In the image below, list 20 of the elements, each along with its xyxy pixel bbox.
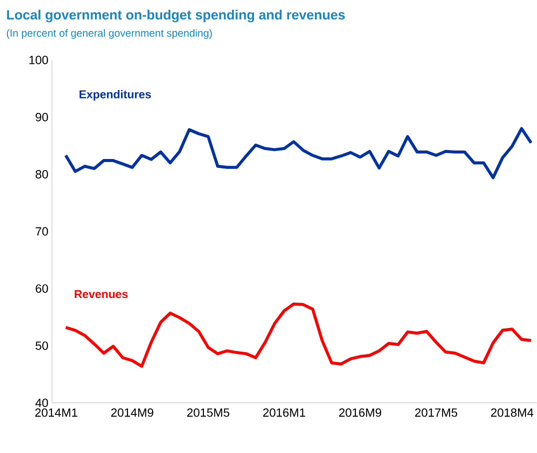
text: Expenditures — [80, 90, 151, 101]
x-tick-label: 2018M4 — [491, 408, 534, 417]
y-tick-label: 40 — [35, 398, 48, 408]
y-tick-label: 50 — [36, 342, 48, 350]
chart-title: Local government on-budget spending and revenues — [7, 10, 345, 22]
x-tick-label: 2016M1 — [263, 408, 306, 417]
text: Revenues — [74, 290, 128, 298]
x-tick-label: 2014M1 — [35, 408, 78, 417]
x-tick-label: 2016M9 — [339, 408, 382, 417]
line-series — [64, 127, 533, 180]
y-tick-label: 80 — [36, 170, 48, 179]
chart-subtitle: (In percent of general government spending) — [6, 29, 212, 39]
y-tick-label: 70 — [36, 227, 48, 236]
x-tick-label: 2017M5 — [415, 408, 458, 417]
y-tick-label: 90 — [36, 112, 48, 122]
y-tick-label: 100 — [29, 56, 48, 64]
y-tick-label: 60 — [36, 284, 48, 293]
x-tick-label: 2015M5 — [187, 408, 230, 417]
x-tick-label: 2014M9 — [111, 408, 154, 417]
line-series — [64, 302, 533, 368]
